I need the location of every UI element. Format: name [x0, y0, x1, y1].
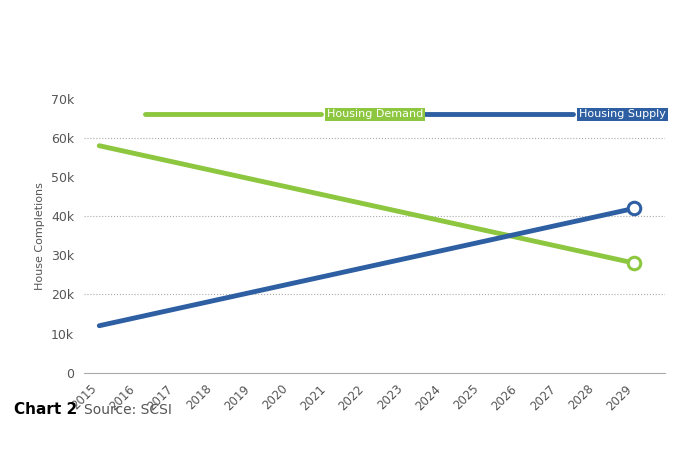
- Text: Source: SCSI: Source: SCSI: [84, 403, 172, 417]
- Y-axis label: House Completions: House Completions: [36, 182, 46, 290]
- Text: Housing Demand: Housing Demand: [327, 110, 423, 119]
- Text: NATIONAL HOUSING SUPPLY & DEMAND (PROJECTED): NATIONAL HOUSING SUPPLY & DEMAND (PROJEC…: [81, 31, 619, 49]
- Text: Chart 2: Chart 2: [14, 402, 77, 417]
- Text: Housing Supply: Housing Supply: [579, 110, 666, 119]
